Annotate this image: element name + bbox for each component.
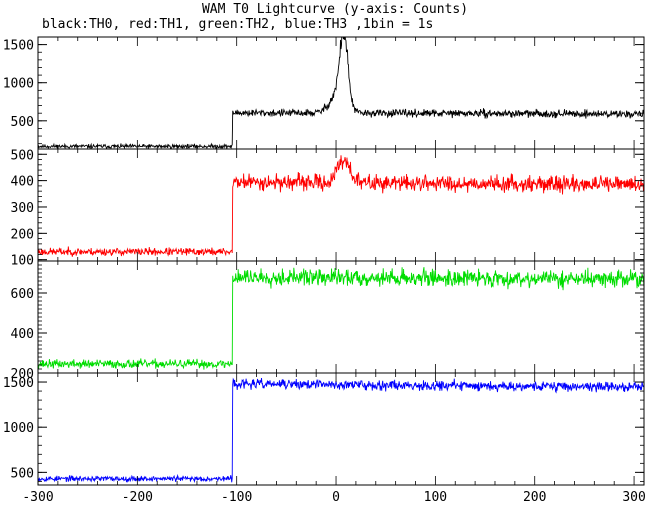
panel-th3: 500 1000 1500: [3, 372, 645, 486]
y-tick-label: 400: [11, 175, 34, 190]
series-line-th2: [38, 267, 644, 370]
panels-group: 5001000150010020030040050020040060050010…: [3, 36, 645, 486]
y-tick-label: 500: [11, 148, 34, 163]
x-tick-label: 200: [523, 490, 546, 505]
panel-frame: [37, 372, 645, 486]
y-tick-label: 200: [11, 227, 34, 242]
series-line-th3: [38, 377, 644, 484]
x-tick-label: 0: [332, 490, 340, 505]
y-tick-label: 1500: [3, 39, 34, 54]
panel-frame: [37, 36, 645, 150]
y-tick-label: 100: [11, 254, 34, 269]
x-tick-label: -200: [122, 490, 153, 505]
x-axis-ticks: -300 -200 -100 0 100 200 300: [22, 490, 645, 505]
y-tick-label: 1000: [3, 77, 34, 92]
y-tick-label: 400: [11, 327, 34, 342]
series-line-th0: [38, 37, 644, 149]
y-tick-label: 500: [11, 466, 34, 481]
chart-title: WAM T0 Lightcurve (y-axis: Counts): [202, 2, 468, 17]
x-tick-label: 300: [622, 490, 645, 505]
chart-subtitle: black:TH0, red:TH1, green:TH2, blue:TH3 …: [42, 17, 433, 32]
y-tick-label: 500: [11, 115, 34, 130]
panel-th2: 200 400 600: [11, 260, 645, 382]
x-tick-label: -300: [22, 490, 53, 505]
y-tick-label: 1000: [3, 421, 34, 436]
panel-th1: 100 200 300 400 500: [11, 148, 645, 269]
y-tick-label: 1500: [3, 376, 34, 391]
panel-th0: 500 1000 1500: [3, 36, 645, 150]
y-tick-label: 200: [11, 367, 34, 382]
x-tick-label: -100: [221, 490, 252, 505]
y-tick-label: 600: [11, 287, 34, 302]
series-line-th1: [38, 155, 644, 257]
y-tick-label: 300: [11, 201, 34, 216]
panel-frame: [37, 148, 645, 262]
x-tick-label: 100: [424, 490, 447, 505]
